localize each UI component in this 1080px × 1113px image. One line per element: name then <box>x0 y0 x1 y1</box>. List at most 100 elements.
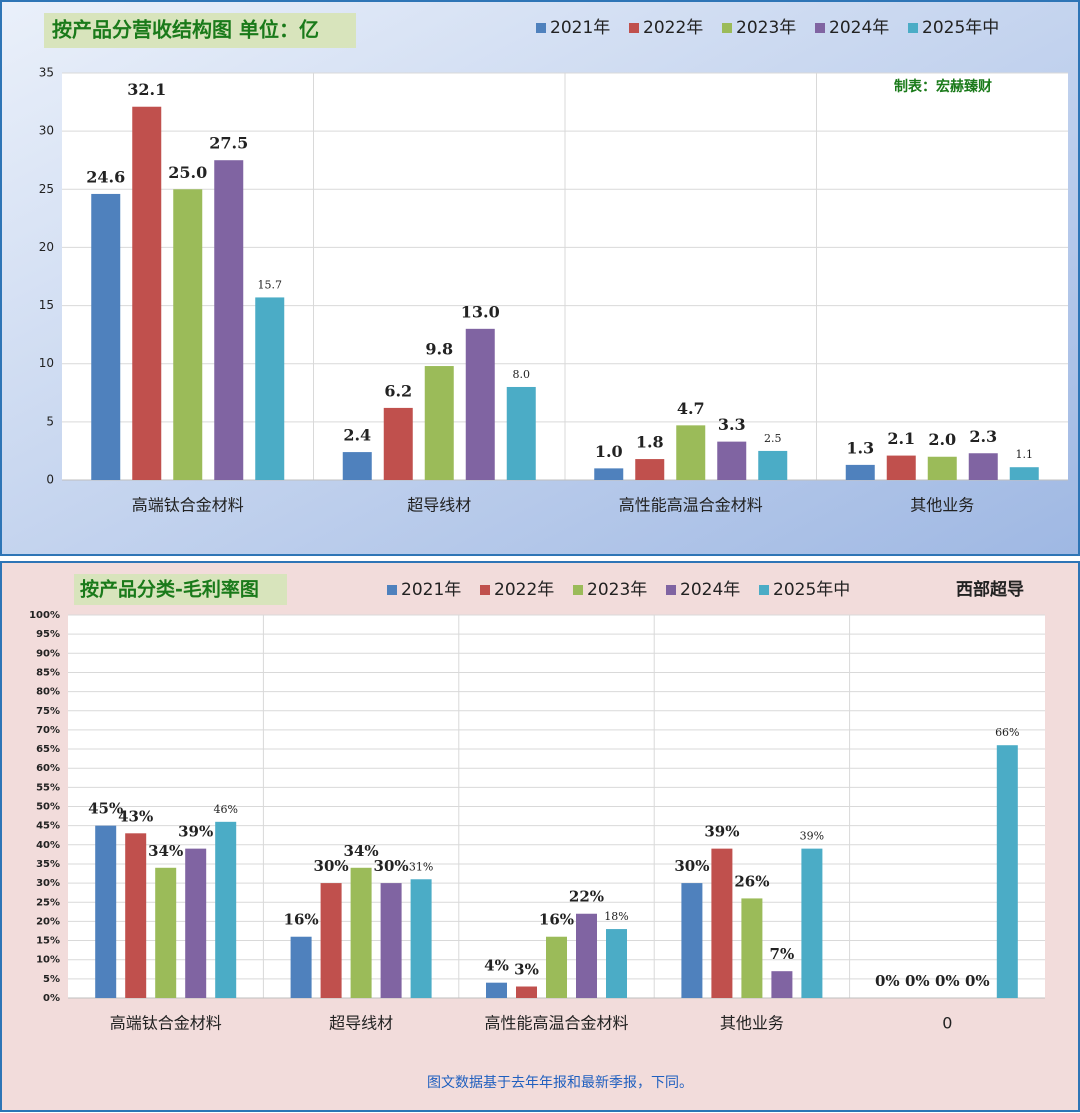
y-tick-label: 35 <box>39 66 54 80</box>
y-tick-label: 65% <box>36 744 60 755</box>
data-label: 30% <box>374 857 409 875</box>
bar <box>410 879 432 998</box>
data-label: 24.6 <box>86 167 125 186</box>
data-label: 16% <box>284 911 319 929</box>
bar <box>741 898 763 998</box>
data-label: 25.0 <box>168 163 207 182</box>
data-label: 45% <box>88 800 123 818</box>
legend-swatch <box>573 585 583 595</box>
data-label: 3% <box>514 961 539 979</box>
data-label: 31% <box>409 860 433 873</box>
data-label: 39% <box>704 823 739 841</box>
y-tick-label: 45% <box>36 821 60 832</box>
bar <box>676 425 706 480</box>
data-label: 7% <box>770 945 795 963</box>
data-label: 6.2 <box>384 381 412 400</box>
y-tick-label: 35% <box>36 859 60 870</box>
bar <box>132 106 162 481</box>
bar <box>155 867 177 998</box>
bar <box>927 456 957 480</box>
bar <box>845 464 875 480</box>
bar <box>546 936 567 998</box>
data-label: 16% <box>539 911 574 929</box>
legend-swatch <box>629 23 639 33</box>
legend-swatch <box>815 23 825 33</box>
data-label: 32.1 <box>127 80 166 99</box>
data-label: 15.7 <box>258 278 283 291</box>
x-tick-label: 高性能高温合金材料 <box>619 496 763 515</box>
legend-label: 2021年 <box>550 18 610 38</box>
legend-swatch <box>536 23 546 33</box>
y-tick-label: 70% <box>36 725 60 736</box>
y-tick-label: 55% <box>36 782 60 793</box>
bar <box>968 453 998 480</box>
data-label: 4.7 <box>677 399 705 418</box>
bar <box>486 982 507 998</box>
data-label: 2.0 <box>928 430 956 449</box>
bar <box>717 441 747 480</box>
title-box <box>44 13 356 48</box>
data-label: 66% <box>995 726 1019 739</box>
x-tick-label: 0 <box>942 1014 952 1033</box>
y-tick-label: 15 <box>39 298 54 312</box>
data-label: 1.1 <box>1016 448 1034 461</box>
bar <box>320 883 342 998</box>
x-tick-label: 其他业务 <box>910 496 974 515</box>
y-tick-label: 75% <box>36 706 60 717</box>
data-label: 8.0 <box>513 368 531 381</box>
bar <box>465 328 495 480</box>
bar <box>91 193 121 481</box>
y-tick-label: 40% <box>36 840 60 851</box>
bar <box>635 459 665 480</box>
y-tick-label: 20 <box>39 240 54 254</box>
legend-label: 2024年 <box>829 18 889 38</box>
x-tick-label: 高端钛合金材料 <box>132 496 244 515</box>
bar <box>758 450 788 480</box>
bar <box>125 833 147 998</box>
bar <box>95 825 117 998</box>
bar <box>594 468 624 480</box>
data-label: 18% <box>604 910 628 923</box>
data-label: 0% <box>905 972 930 990</box>
y-tick-label: 10 <box>39 356 54 370</box>
y-tick-label: 5 <box>46 414 54 428</box>
y-tick-label: 30 <box>39 124 54 138</box>
legend-label: 2025年中 <box>773 580 850 600</box>
x-tick-label: 超导线材 <box>407 496 471 515</box>
bar <box>383 407 413 480</box>
bar <box>801 848 823 998</box>
data-label: 13.0 <box>461 302 500 321</box>
bar <box>380 883 402 998</box>
legend-label: 2021年 <box>401 580 461 600</box>
legend-label: 2022年 <box>643 18 703 38</box>
data-label: 1.0 <box>595 442 623 461</box>
data-label: 39% <box>178 823 213 841</box>
annotation: 制表：宏赫臻财 <box>894 78 992 95</box>
data-label: 22% <box>569 888 604 906</box>
data-label: 4% <box>484 957 509 975</box>
data-label: 46% <box>213 803 237 816</box>
data-label: 1.8 <box>636 433 664 452</box>
annotation: 西部超导 <box>956 579 1024 600</box>
legend-swatch <box>722 23 732 33</box>
legend-swatch <box>480 585 490 595</box>
data-label: 2.5 <box>764 432 782 445</box>
data-label: 43% <box>118 807 153 825</box>
data-label: 30% <box>314 857 349 875</box>
y-tick-label: 80% <box>36 687 60 698</box>
y-tick-label: 25% <box>36 897 60 908</box>
legend-label: 2025年中 <box>922 18 999 38</box>
data-label: 26% <box>734 872 769 890</box>
chart-title: 按产品分营收结构图 单位：亿 <box>52 18 319 42</box>
data-label: 2.4 <box>343 426 371 445</box>
legend-label: 2023年 <box>587 580 647 600</box>
bar <box>185 848 207 998</box>
data-label: 0% <box>935 972 960 990</box>
bar <box>681 883 703 998</box>
bar <box>996 745 1018 998</box>
bar <box>350 867 372 998</box>
y-tick-label: 85% <box>36 667 60 678</box>
legend-label: 2024年 <box>680 580 740 600</box>
bar <box>214 160 244 480</box>
